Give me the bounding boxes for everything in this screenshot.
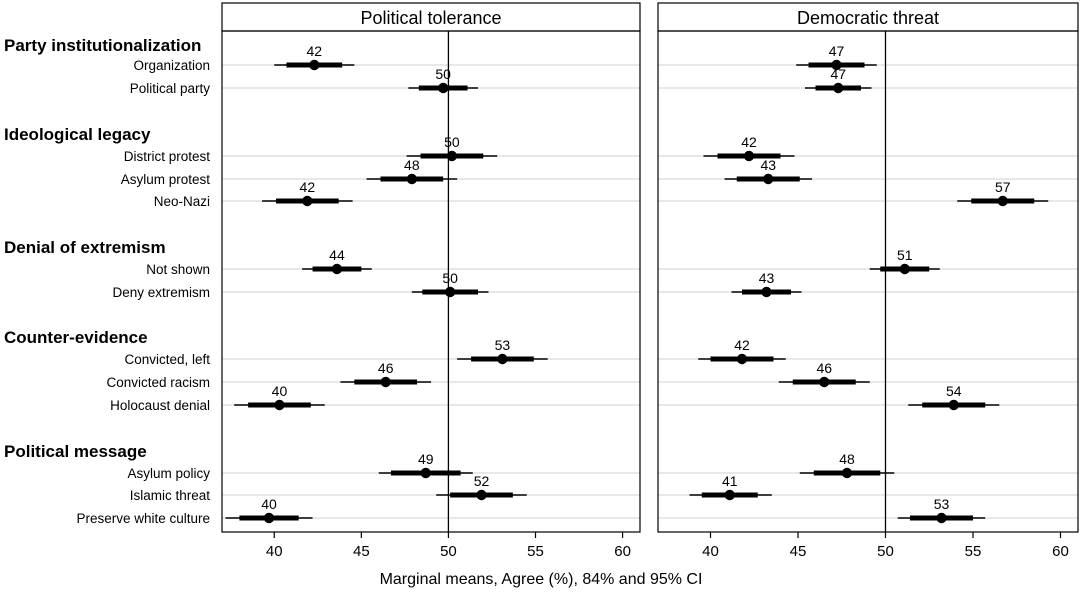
value-label: 53 [934,496,950,512]
value-label: 51 [897,247,913,263]
point-estimate [948,399,959,411]
point-estimate [263,512,275,524]
value-label: 46 [816,360,832,376]
value-label: 50 [435,66,451,82]
x-axis-title: Marginal means, Agree (%), 84% and 95% C… [380,571,703,588]
value-label: 57 [995,179,1011,195]
group-heading: Denial of extremism [4,238,166,257]
value-label: 47 [829,43,845,59]
value-label: 42 [300,179,316,195]
point-estimate [724,489,735,501]
row-label: Preserve white culture [76,511,210,526]
point-estimate [841,467,853,479]
value-label: 43 [760,157,776,173]
point-estimate [497,353,508,365]
value-label: 54 [946,383,962,399]
x-tick-label: 50 [440,543,457,560]
row-label: Not shown [146,262,210,277]
x-tick-label: 55 [527,543,544,560]
value-label: 50 [444,134,460,150]
x-tick-label: 55 [965,543,982,560]
x-tick-label: 40 [266,543,283,560]
value-label: 50 [442,270,458,286]
group-heading: Party institutionalization [4,36,201,55]
row-label: Organization [133,58,210,73]
value-label: 40 [261,496,277,512]
row-label: Deny extremism [112,285,210,300]
row-label: Convicted racism [106,375,210,390]
value-label: 42 [307,43,323,59]
point-estimate [446,150,458,162]
value-label: 46 [378,360,394,376]
group-heading: Counter-evidence [4,328,148,347]
value-label: 40 [272,383,288,399]
x-tick-label: 60 [614,543,631,560]
row-label: Islamic threat [130,488,211,503]
plot-frame [221,30,641,533]
point-estimate [302,195,313,207]
point-estimate [380,376,391,388]
value-label: 42 [741,134,757,150]
point-estimate [819,376,830,388]
point-estimate [444,286,456,298]
row-label: Political party [130,81,211,96]
point-estimate [437,82,449,94]
point-estimate [743,150,755,162]
x-tick-label: 50 [877,543,894,560]
point-estimate [476,489,487,501]
panel-header [221,2,641,32]
value-label: 43 [759,270,775,286]
plot-frame [657,30,1079,533]
group-heading: Political message [4,442,147,461]
row-label: Holocaust denial [110,398,210,413]
panel-title: Political tolerance [360,8,501,28]
point-estimate [309,59,320,71]
value-label: 41 [722,473,738,489]
point-estimate [274,399,285,411]
value-label: 48 [839,451,855,467]
point-estimate [761,286,772,298]
row-label: District protest [124,149,211,164]
value-label: 42 [734,337,750,353]
panel-header [657,2,1079,32]
point-estimate [406,173,418,185]
row-label: Neo-Nazi [154,194,210,209]
value-label: 53 [495,337,511,353]
row-label: Asylum policy [127,466,210,481]
value-label: 47 [830,66,846,82]
value-label: 44 [329,247,345,263]
row-label: Asylum protest [121,172,211,187]
point-estimate [833,82,844,94]
x-tick-label: 40 [702,543,719,560]
point-estimate [736,353,748,365]
x-tick-label: 45 [790,543,807,560]
panel-title: Democratic threat [797,8,939,28]
point-estimate [331,263,343,275]
value-label: 49 [418,451,434,467]
x-tick-label: 45 [353,543,370,560]
point-estimate [899,263,910,275]
row-label: Convicted, left [124,352,210,367]
group-heading: Ideological legacy [4,125,151,144]
value-label: 52 [474,473,490,489]
point-estimate [420,467,431,479]
point-estimate [997,195,1008,207]
value-label: 48 [404,157,420,173]
point-estimate [936,512,947,524]
point-estimate [831,59,842,71]
point-estimate [763,173,774,185]
x-tick-label: 60 [1052,543,1069,560]
